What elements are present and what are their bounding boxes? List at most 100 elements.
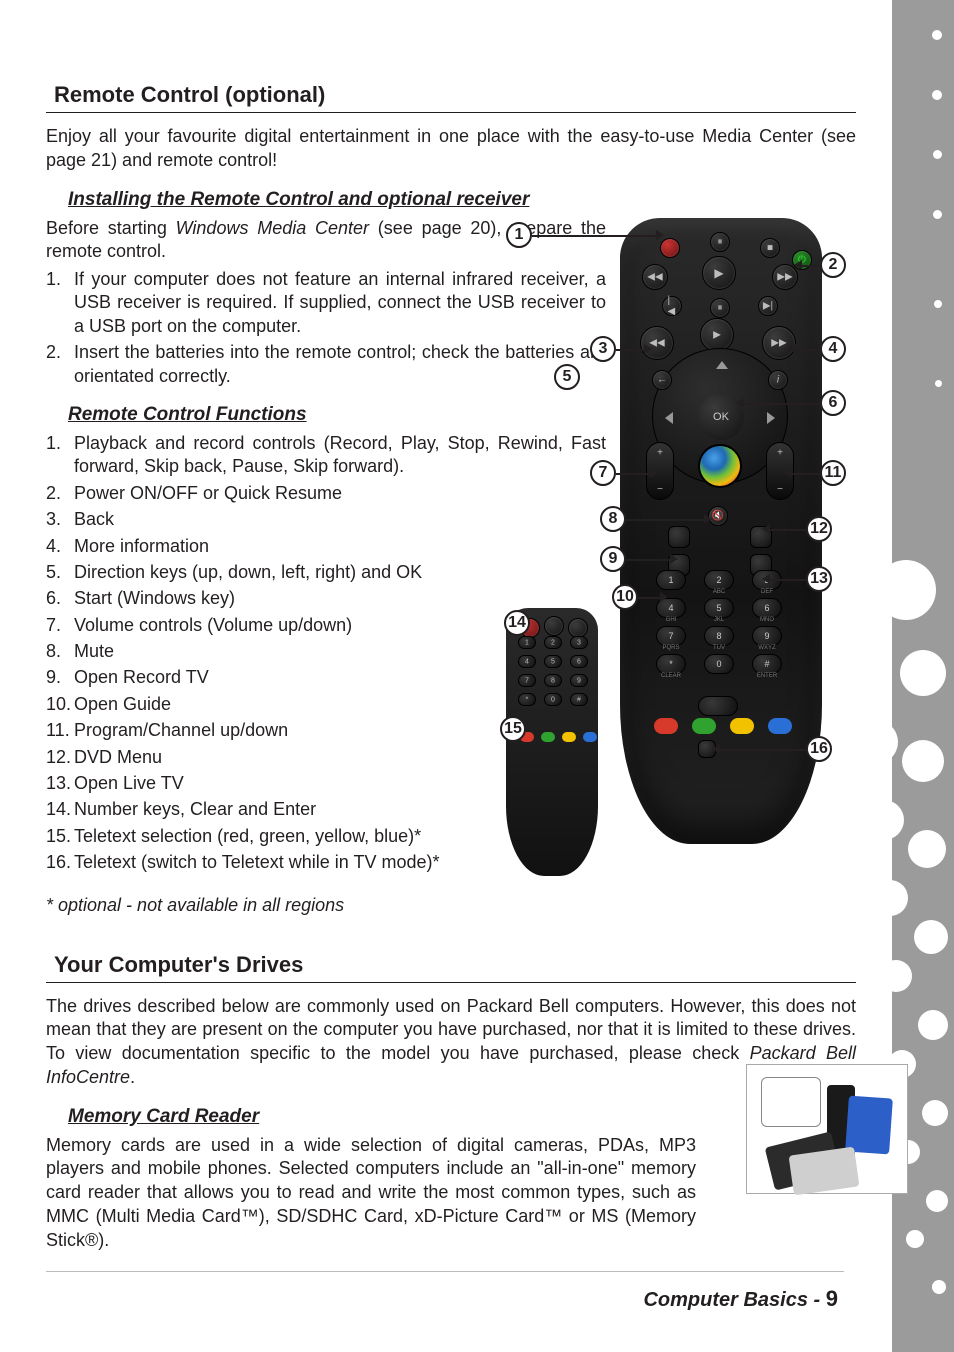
callout-11: 11 (820, 460, 846, 486)
decor-dot (906, 1230, 924, 1248)
key-5: 5JKL (704, 598, 734, 618)
lead-line (770, 579, 810, 581)
lead-arrow-icon (670, 554, 678, 564)
decor-dot (864, 800, 904, 840)
stop-icon: ■ (760, 238, 780, 258)
lead-arrow-icon (736, 398, 744, 408)
remote-intro: Enjoy all your favourite digital enterta… (46, 125, 856, 173)
key-9: 9WXYZ (752, 626, 782, 646)
key-star: * (518, 693, 536, 706)
footer-title: Computer Basics - (643, 1289, 820, 1311)
footer: Computer Basics - 9 (643, 1286, 838, 1312)
memory-card-image (746, 1064, 908, 1194)
info-small-icon: i (768, 370, 788, 390)
rec-tv-icon (668, 526, 690, 548)
play-large-icon: ▶ (700, 318, 734, 352)
installing-lead-a: Before starting (46, 218, 176, 238)
lead-line (532, 235, 656, 237)
color-green (541, 732, 555, 742)
small-keypad: 1 2 3 4 5 6 7 8 9 * 0 # (518, 636, 586, 706)
teletext-colors (654, 718, 792, 734)
lead-arrow-icon (762, 574, 770, 584)
decor-dot (854, 720, 898, 764)
back-icon: ◀◀ (640, 326, 674, 360)
key-3: 3 (570, 636, 588, 649)
small-teletext-colors (520, 732, 597, 742)
footer-page: 9 (826, 1286, 838, 1311)
mcr-body: Memory cards are used in a wide selectio… (46, 1134, 696, 1253)
decor-dot (914, 920, 948, 954)
lead-line (626, 519, 704, 521)
decor-dot (922, 1100, 948, 1126)
color-blue (583, 732, 597, 742)
pause-icon (544, 616, 564, 636)
lead-line (770, 529, 810, 531)
lead-arrow-icon (656, 230, 664, 240)
key-hash: #ENTER (752, 654, 782, 674)
decor-dot (933, 210, 942, 219)
section-title-drives: Your Computer's Drives (46, 952, 856, 983)
start-windows-icon (700, 446, 740, 486)
sd-outline-icon (761, 1077, 821, 1127)
callout-6: 6 (820, 390, 846, 416)
key-star: *CLEAR (656, 654, 686, 674)
callout-16: 16 (806, 736, 832, 762)
callout-14: 14 (504, 610, 530, 636)
sd-card-icon (845, 1096, 893, 1155)
callout-10: 10 (612, 584, 638, 610)
arrow-right-icon (767, 412, 775, 424)
cf-card-icon (789, 1147, 860, 1196)
callout-15: 15 (500, 716, 526, 742)
key-8: 8TUV (704, 626, 734, 646)
decor-dot (932, 30, 942, 40)
key-6: 6 (570, 655, 588, 668)
lead-arrow-icon (788, 344, 796, 354)
callout-7: 7 (590, 460, 616, 486)
key-1: 1 (518, 636, 536, 649)
callout-3: 3 (590, 336, 616, 362)
pause-icon: ⏸ (710, 232, 730, 252)
lead-arrow-icon (784, 468, 792, 478)
lead-line (720, 749, 810, 751)
decor-dot (935, 380, 942, 387)
callout-13: 13 (806, 566, 832, 592)
decor-dot (932, 1280, 946, 1294)
lead-arrow-icon (712, 744, 720, 754)
decor-dot (932, 90, 942, 100)
lead-arrow-icon (660, 592, 668, 602)
lead-arrow-icon (704, 514, 712, 524)
key-2: 2ABC (704, 570, 734, 590)
callout-12: 12 (806, 516, 832, 542)
decor-dot (918, 1010, 948, 1040)
lead-arrow-icon (762, 524, 770, 534)
installing-lead-em: Windows Media Center (176, 218, 369, 238)
pause2-icon: ⏸ (710, 298, 730, 318)
color-green (692, 718, 716, 734)
key-9: 9 (570, 674, 588, 687)
key-8: 8 (544, 674, 562, 687)
decor-dot (933, 150, 942, 159)
decor-dot (926, 1190, 948, 1212)
remote-diagram: 1 2 3 4 5 6 7 8 9 * 0 # ⏸ ■ ⏻ ◀◀ ▶ ▶▶ (500, 218, 850, 848)
key-hash: # (570, 693, 588, 706)
callout-5: 5 (554, 364, 580, 390)
play-icon: ▶ (702, 256, 736, 290)
drives-body: The drives described below are commonly … (46, 995, 856, 1090)
rewind-icon: ◀◀ (642, 264, 668, 290)
decor-dot (900, 650, 946, 696)
lead-line (744, 403, 824, 405)
drives-body-b: . (130, 1067, 135, 1087)
record-button-icon (660, 238, 680, 258)
lead-arrow-icon (644, 344, 652, 354)
enter-bar (698, 696, 738, 716)
callout-8: 8 (600, 506, 626, 532)
subheading-mcr: Memory Card Reader (68, 1106, 856, 1128)
key-5: 5 (544, 655, 562, 668)
color-blue (768, 718, 792, 734)
decor-dot (876, 560, 936, 620)
key-6: 6MNO (752, 598, 782, 618)
more-icon: ▶▶ (762, 326, 796, 360)
skipfwd-icon: ▶| (758, 296, 778, 316)
lead-arrow-icon (794, 260, 802, 270)
decor-dot (902, 740, 944, 782)
